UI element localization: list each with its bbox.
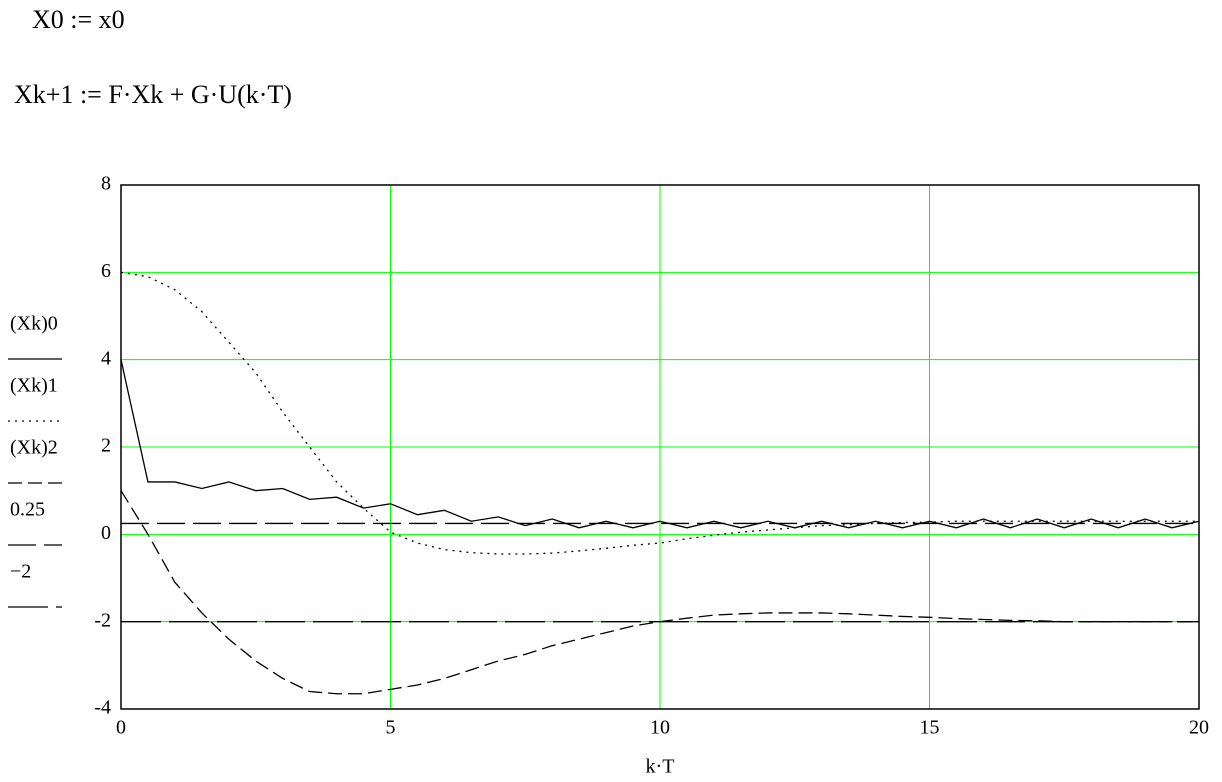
y-tick-label: 6 bbox=[101, 260, 111, 282]
series-line bbox=[120, 271, 1199, 555]
y-tick-label: 4 bbox=[101, 347, 111, 369]
y-tick-label: 8 bbox=[101, 173, 111, 195]
legend-label: (Xk)2 bbox=[10, 437, 58, 459]
x-tick-label: 5 bbox=[386, 717, 396, 739]
y-tick-label: 2 bbox=[101, 435, 111, 457]
y-tick-label: 0 bbox=[101, 522, 111, 544]
x-tick-label: 15 bbox=[920, 717, 940, 739]
x-axis-label: k·T bbox=[646, 756, 675, 778]
plot-frame bbox=[120, 184, 1200, 710]
x-tick-label: 10 bbox=[650, 717, 670, 739]
y-tick-label: -2 bbox=[94, 609, 111, 631]
equation: Xk+1 := F·Xk + G·U(k·T) bbox=[14, 80, 292, 109]
x-tick-label: 20 bbox=[1189, 717, 1209, 739]
legend-label: 0.25 bbox=[10, 499, 45, 521]
legend-label: (Xk)0 bbox=[10, 313, 58, 335]
series-line bbox=[120, 359, 1200, 529]
equation: X0 := x0 bbox=[32, 5, 125, 34]
legend-label: −2 bbox=[10, 561, 31, 583]
x-tick-label: 0 bbox=[116, 717, 126, 739]
legend-label: (Xk)1 bbox=[10, 375, 58, 397]
y-tick-label: -4 bbox=[94, 697, 111, 719]
